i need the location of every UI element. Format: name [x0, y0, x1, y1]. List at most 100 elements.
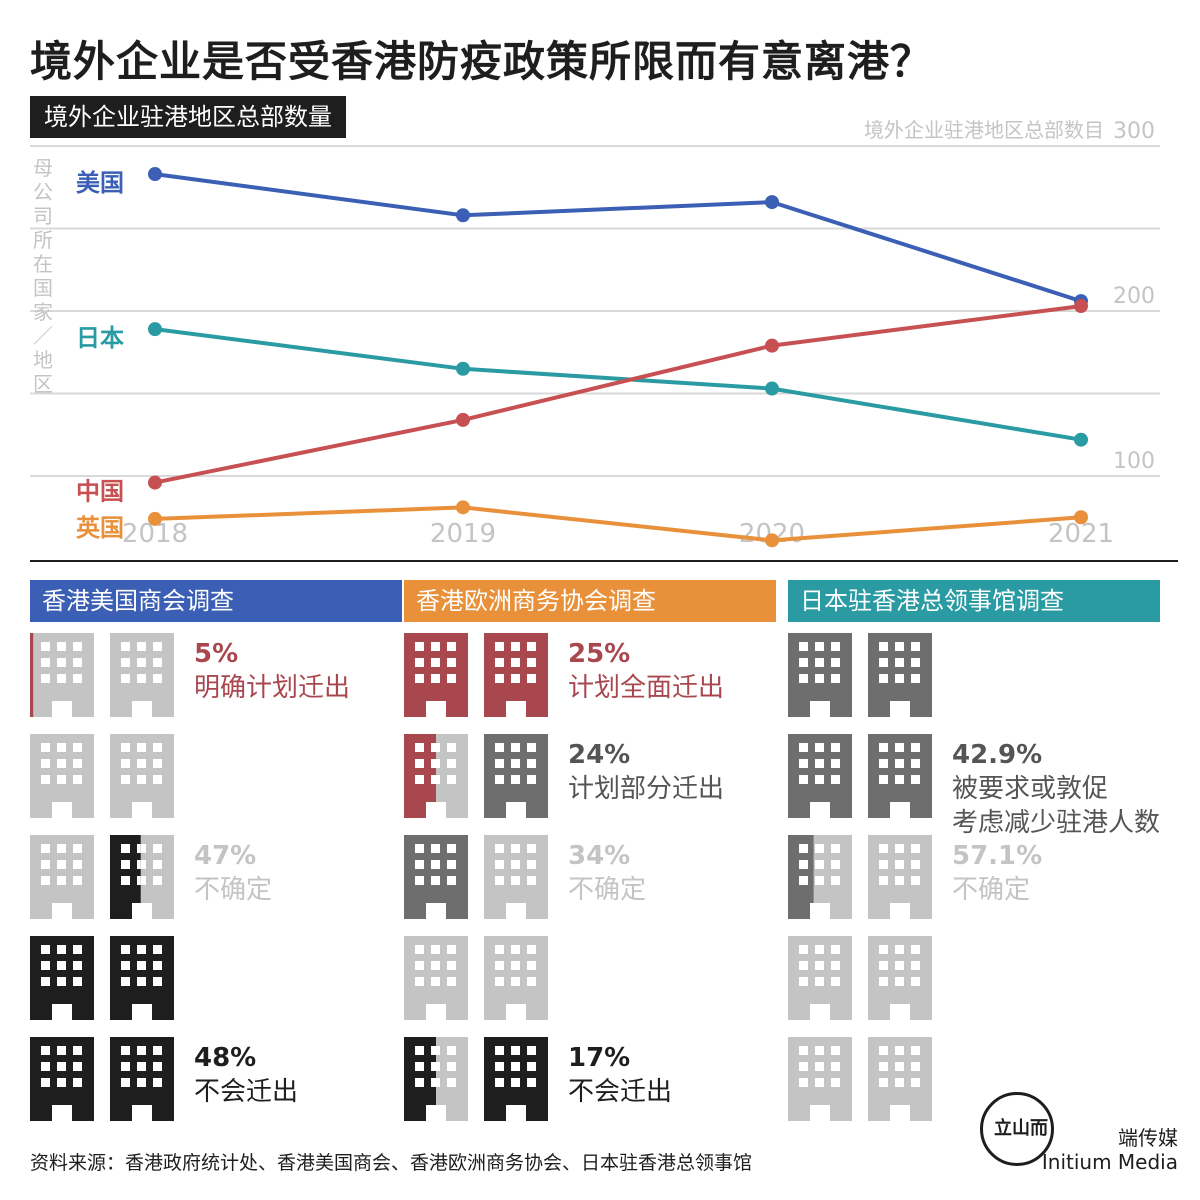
building-icon — [110, 734, 174, 818]
survey-panel-eurocham: 香港欧洲商务协会调查 25% 计划全面迁出 24% 计划部分迁出 34% 不确定 17% 不会… — [404, 580, 776, 1140]
y-tick-label: 100 — [1113, 449, 1155, 474]
building-icon — [110, 1037, 174, 1121]
section-divider — [30, 560, 1178, 562]
result-description: 不会迁出 — [194, 1077, 299, 1107]
building-icon — [404, 734, 468, 818]
building-icon — [484, 734, 548, 818]
legend-title-char: 公 — [33, 180, 53, 204]
result-description: 考虑减少驻港人数 — [952, 808, 1161, 838]
series-label: 中国 — [76, 478, 124, 506]
series-line — [154, 172, 1082, 304]
building-icon — [788, 633, 852, 717]
data-point — [148, 511, 162, 526]
result-percentage: 5% — [194, 639, 239, 669]
result-percentage: 25% — [568, 639, 631, 669]
building-icon — [484, 936, 548, 1020]
building-icon — [110, 835, 174, 919]
building-icon — [868, 734, 932, 818]
survey-result: 17% 不会迁出 — [568, 1041, 672, 1109]
survey-result: 47% 不确定 — [194, 839, 272, 907]
survey-result: 24% 计划部分迁出 — [568, 738, 724, 806]
building-icon — [404, 835, 468, 919]
survey-title: 香港欧洲商务协会调查 — [404, 580, 776, 622]
legend-title-char: 家 — [33, 300, 53, 324]
legend-title-char: 区 — [33, 372, 53, 396]
result-description: 不会迁出 — [568, 1077, 673, 1107]
building-icon — [868, 936, 932, 1020]
series-label: 美国 — [76, 169, 124, 197]
result-description: 不确定 — [194, 875, 273, 905]
building-icon — [404, 1037, 468, 1121]
building-icon — [110, 633, 174, 717]
data-point — [456, 412, 470, 427]
legend-title-char: 所 — [33, 228, 53, 252]
chart-subtitle: 境外企业驻港地区总部数量 — [30, 96, 346, 138]
brand-name-cn: 端传媒 — [1118, 1126, 1178, 1150]
building-icon — [788, 1037, 852, 1121]
survey-title: 香港美国商会调查 — [30, 580, 402, 622]
building-icon — [484, 835, 548, 919]
result-percentage: 48% — [194, 1043, 257, 1073]
data-point — [148, 475, 162, 490]
result-description: 计划部分迁出 — [568, 774, 725, 804]
result-percentage: 42.9% — [952, 740, 1043, 770]
result-description: 不确定 — [568, 875, 647, 905]
data-point — [765, 381, 779, 396]
building-icon — [868, 835, 932, 919]
legend-title-char: 国 — [33, 276, 53, 300]
building-icon — [30, 734, 94, 818]
data-point — [1074, 432, 1088, 447]
series-line — [154, 505, 1082, 543]
result-percentage: 34% — [568, 841, 631, 871]
survey-result: 34% 不确定 — [568, 839, 646, 907]
survey-result: 57.1% 不确定 — [952, 839, 1042, 907]
result-percentage: 47% — [194, 841, 257, 871]
x-tick-label: 2019 — [430, 519, 496, 549]
data-point — [456, 500, 470, 515]
building-icon — [788, 936, 852, 1020]
y-axis-label: 境外企业驻港地区总部数目 — [864, 118, 1104, 142]
result-percentage: 17% — [568, 1043, 631, 1073]
brand-name-en: Initium Media — [1041, 1150, 1178, 1174]
building-icon — [788, 835, 852, 919]
result-description: 被要求或敦促 — [952, 774, 1109, 804]
result-percentage: 57.1% — [952, 841, 1043, 871]
survey-panel-japan-consulate: 日本驻香港总领事馆调查 42.9% 被要求或敦促考虑减少驻港人数 57.1% 不确定 — [788, 580, 1160, 1140]
data-point — [148, 167, 162, 182]
building-icon — [30, 835, 94, 919]
data-point — [765, 338, 779, 353]
series-label: 英国 — [76, 514, 124, 542]
page-title: 境外企业是否受香港防疫政策所限而有意离港？ — [30, 37, 934, 86]
survey-result: 42.9% 被要求或敦促考虑减少驻港人数 — [952, 738, 1160, 840]
building-icon — [30, 1037, 94, 1121]
legend-title-char: 司 — [33, 204, 53, 228]
building-icon — [30, 936, 94, 1020]
survey-panel-amcham: 香港美国商会调查 5% 明确计划迁出 47% 不确定 48% 不会迁出 — [30, 580, 402, 1140]
legend-title-char: 在 — [33, 252, 53, 276]
y-tick-label: 300 — [1113, 119, 1155, 144]
y-tick-label: 200 — [1113, 284, 1155, 309]
data-point — [456, 361, 470, 376]
survey-title: 日本驻香港总领事馆调查 — [788, 580, 1160, 622]
data-point — [456, 208, 470, 223]
legend-title-char: 地 — [33, 348, 53, 372]
building-icon — [404, 936, 468, 1020]
building-icon — [868, 1037, 932, 1121]
legend-title-char: 母 — [33, 156, 53, 180]
result-description: 不确定 — [952, 875, 1031, 905]
building-icon — [788, 734, 852, 818]
survey-result: 48% 不会迁出 — [194, 1041, 298, 1109]
building-icon — [484, 1037, 548, 1121]
data-point — [765, 195, 779, 210]
series-line — [154, 327, 1082, 442]
data-point — [765, 533, 779, 548]
data-point — [1074, 299, 1088, 314]
result-percentage: 24% — [568, 740, 631, 770]
series-label: 日本 — [76, 324, 124, 352]
building-icon — [110, 936, 174, 1020]
result-description: 计划全面迁出 — [568, 673, 725, 703]
survey-result: 5% 明确计划迁出 — [194, 637, 350, 705]
survey-result: 25% 计划全面迁出 — [568, 637, 724, 705]
logo-glyph: 立山而 — [994, 1118, 1048, 1139]
